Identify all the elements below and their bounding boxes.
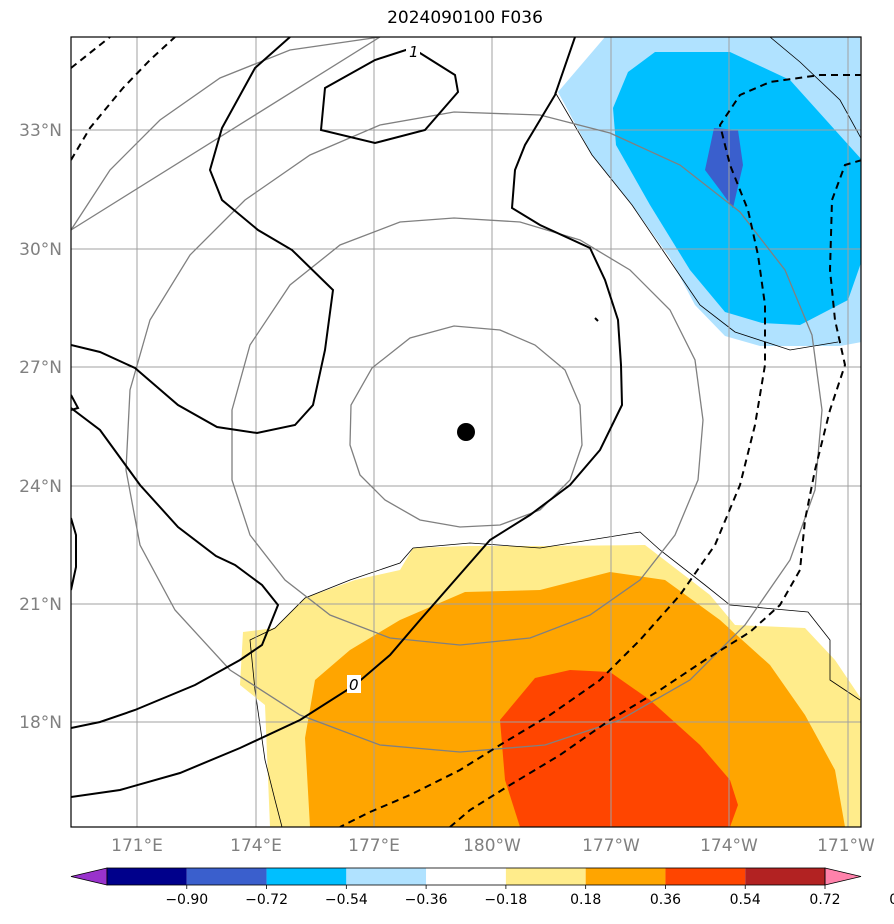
colorbar-tick-label: −0.72 bbox=[245, 892, 288, 908]
outline-contours bbox=[249, 37, 861, 827]
contour-label-0-mask bbox=[347, 675, 361, 693]
contour-left-corner bbox=[71, 394, 80, 411]
solid-contours bbox=[71, 37, 624, 798]
contour-left-edge bbox=[71, 517, 77, 591]
lat-label-33n: 33°N bbox=[19, 121, 62, 141]
range-ring-1 bbox=[349, 325, 583, 528]
colorbar-segment bbox=[585, 868, 666, 885]
dashed-top-left-outer bbox=[71, 37, 111, 69]
storm-center-marker bbox=[457, 423, 475, 441]
lon-label-177e: 177°E bbox=[348, 836, 400, 856]
latitude-axis: 33°N 30°N 27°N 24°N 21°N 18°N bbox=[19, 121, 62, 733]
lat-label-24n: 24°N bbox=[19, 477, 62, 497]
range-ring-2 bbox=[231, 217, 704, 646]
lon-label-171e: 171°E bbox=[111, 836, 163, 856]
colorbar-extend-high bbox=[824, 867, 862, 886]
colorbar-tick-label: −0.18 bbox=[484, 892, 527, 908]
map-title: 2024090100 F036 bbox=[387, 8, 543, 28]
colorbar-tick-label: 0.90 bbox=[889, 892, 894, 908]
colorbar-tick-label: 0.54 bbox=[730, 892, 761, 908]
plot-frame bbox=[70, 36, 862, 828]
colorbar-tick-label: 0.18 bbox=[570, 892, 601, 908]
plot-area: 1 0 bbox=[71, 37, 861, 827]
colorbar-tick-label: −0.90 bbox=[165, 892, 208, 908]
colorbar-segment bbox=[346, 868, 427, 885]
colorbar-segment bbox=[186, 868, 267, 885]
colorbar-frame bbox=[106, 867, 826, 886]
lon-label-171w: 171°W bbox=[817, 836, 875, 856]
colorbar: −0.90 −0.72 −0.54 −0.36 −0.18 0.18 0.36 0.54 0.7… bbox=[70, 867, 894, 908]
lat-label-30n: 30°N bbox=[19, 240, 62, 260]
colorbar-tick-label: 0.36 bbox=[650, 892, 681, 908]
colorbar-segment bbox=[665, 868, 746, 885]
dashed-right-outer bbox=[449, 159, 861, 827]
contour-main-upper bbox=[71, 37, 335, 435]
range-rings bbox=[71, 37, 823, 753]
dashed-right-inner bbox=[339, 74, 861, 827]
lon-label-180w: 180°W bbox=[463, 836, 521, 856]
contour-small-dot bbox=[594, 317, 599, 322]
contour-label-0: 0 bbox=[349, 676, 359, 694]
lat-label-27n: 27°N bbox=[19, 358, 62, 378]
lat-label-21n: 21°N bbox=[19, 595, 62, 615]
outline-negative bbox=[554, 37, 861, 351]
contour-label-1: 1 bbox=[409, 43, 419, 61]
colorbar-segment bbox=[107, 868, 187, 885]
contour-left bbox=[71, 407, 280, 729]
colorbar-segment bbox=[745, 868, 825, 885]
contour-main-right bbox=[71, 37, 624, 798]
dashed-top-left-inner bbox=[71, 37, 176, 161]
lon-label-174w: 174°W bbox=[700, 836, 758, 856]
contour-labels: 1 0 bbox=[347, 42, 420, 694]
colorbar-tick-label: 0.72 bbox=[809, 892, 840, 908]
outline-positive bbox=[249, 531, 861, 827]
lon-label-177w: 177°W bbox=[582, 836, 640, 856]
contour-1-closed bbox=[319, 46, 460, 145]
range-ring-4 bbox=[71, 37, 381, 231]
longitude-axis: 171°E 174°E 177°E 180°W 177°W 174°W 171°… bbox=[111, 836, 875, 856]
dashed-contours bbox=[71, 37, 861, 827]
colorbar-tick-label: −0.36 bbox=[405, 892, 448, 908]
colorbar-segment bbox=[505, 868, 586, 885]
colorbar-segment bbox=[266, 868, 347, 885]
colorbar-tick-label: −0.54 bbox=[325, 892, 368, 908]
colorbar-segment bbox=[426, 868, 506, 885]
negative-anomaly-shading bbox=[558, 37, 861, 346]
lon-label-174e: 174°E bbox=[230, 836, 282, 856]
range-ring-3 bbox=[125, 111, 823, 753]
shade-neg-dark bbox=[705, 128, 743, 208]
lat-label-18n: 18°N bbox=[19, 713, 62, 733]
colorbar-extend-low bbox=[70, 867, 108, 886]
contour-label-1-mask bbox=[406, 42, 420, 60]
